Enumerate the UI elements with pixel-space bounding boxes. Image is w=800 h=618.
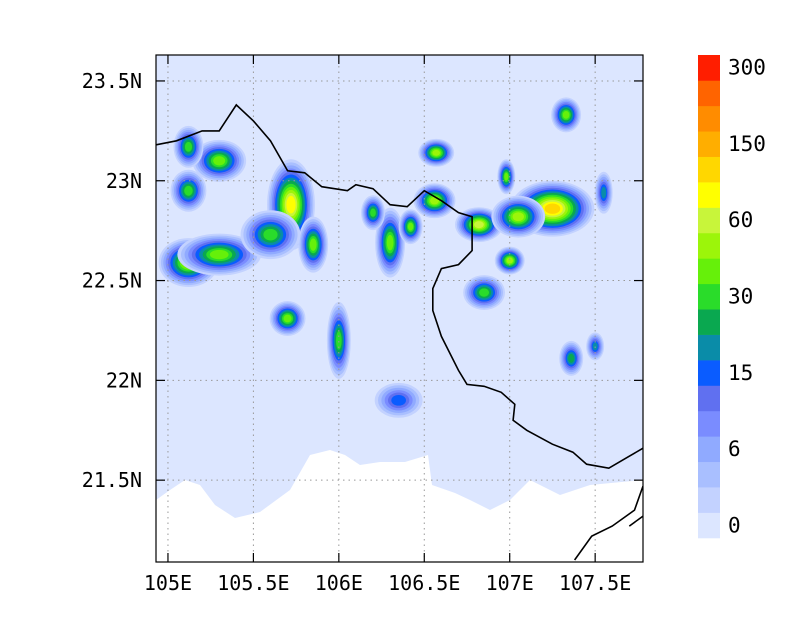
precip-contour-7-level-10: [386, 234, 394, 251]
colorbar-label-4: 60: [728, 208, 753, 232]
y-tick-label-3: 23N: [106, 169, 142, 193]
precip-contour-24-level-6: [391, 394, 406, 406]
y-axis-ticks: 21.5N 22N 22.5N 23N 23.5N: [82, 69, 643, 492]
colorbar-label-5: 150: [728, 132, 766, 156]
precip-contours: [158, 97, 613, 418]
x-tick-label-4: 107E: [486, 571, 534, 595]
precip-contour-25-level-9: [263, 228, 278, 241]
colorbar-swatch-10: [698, 258, 720, 285]
colorbar-swatch-13: [698, 182, 720, 208]
precip-contour-4-level-10: [213, 156, 226, 166]
colorbar-swatch-1: [698, 487, 720, 513]
precip-contour-20-level-10: [562, 110, 570, 119]
colorbar-label-6: 300: [728, 56, 766, 80]
precip-contour-2-level-13: [286, 195, 296, 214]
map-frame: [155, 54, 644, 563]
y-tick-label-0: 21.5N: [82, 468, 142, 492]
x-tick-label-1: 105.5E: [217, 571, 289, 595]
colorbar-swatch-9: [698, 283, 720, 310]
coastline-segment-0: [156, 103, 643, 470]
colorbar-swatch-12: [698, 207, 720, 234]
colorbar: 0 6 15 30 60 150 300: [698, 55, 766, 539]
x-tick-label-5: 107.5E: [559, 571, 631, 595]
precip-contour-21-level-8: [568, 353, 575, 363]
plot-area: [156, 55, 643, 562]
map-gridlines: [156, 55, 643, 562]
precip-contour-16-level-11: [506, 257, 513, 264]
precip-contour-14-level-11: [512, 212, 524, 222]
precip-contour-15-level-10: [504, 172, 509, 181]
precip-contour-8-level-9: [370, 208, 376, 217]
colorbar-swatch-17: [698, 80, 720, 107]
precip-contour-3-level-10: [309, 238, 317, 251]
coastline-segment-2: [628, 515, 643, 527]
precip-contour-23-level-7: [601, 186, 607, 199]
precip-contour-10-level-11: [432, 149, 441, 156]
colorbar-swatch-8: [698, 309, 720, 335]
colorbar-swatch-7: [698, 334, 720, 361]
colorbar-swatch-14: [698, 156, 720, 183]
colorbar-swatch-5: [698, 385, 720, 412]
precip-contour-12-level-12: [474, 221, 484, 229]
precip-contour-13-level-14: [544, 203, 561, 214]
precip-contour-19-level-10: [283, 314, 292, 323]
precip-contour-6-level-9: [184, 185, 193, 196]
colorbar-label-3: 30: [728, 285, 753, 309]
colorbar-swatch-6: [698, 360, 720, 386]
colorbar-swatch-18: [698, 55, 720, 81]
precip-contour-1-level-10: [209, 249, 229, 260]
x-tick-label-0: 105E: [144, 571, 192, 595]
x-tick-label-3: 106.5E: [388, 571, 460, 595]
x-tick-label-2: 106E: [315, 571, 363, 595]
x-axis-ticks: 105E 105.5E 106E 106.5E 107E 107.5E: [144, 55, 631, 595]
colorbar-label-1: 6: [728, 437, 741, 461]
colorbar-swatch-15: [698, 131, 720, 157]
precip-contour-17-level-9: [479, 288, 490, 297]
colorbar-swatch-0: [698, 512, 720, 539]
colorbar-swatch-2: [698, 461, 720, 488]
colorbar-swatch-3: [698, 436, 720, 463]
coastline-segment-1: [573, 485, 643, 561]
colorbar-label-0: 0: [728, 513, 741, 537]
coastline-borders: [156, 103, 643, 561]
colorbar-swatch-11: [698, 232, 720, 259]
y-tick-label-2: 22.5N: [82, 269, 142, 293]
precip-contour-18-level-9: [335, 331, 342, 350]
y-tick-label-4: 23.5N: [82, 69, 142, 93]
colorbar-swatch-4: [698, 410, 720, 437]
colorbar-swatch-16: [698, 105, 720, 132]
precip-contour-5-level-9: [184, 141, 193, 152]
no-data-region: [156, 450, 643, 562]
colorbar-label-2: 15: [728, 361, 753, 385]
precip-contour-9-level-10: [407, 222, 414, 231]
y-tick-label-1: 22N: [106, 368, 142, 392]
precip-contour-22-level-7: [592, 342, 598, 351]
